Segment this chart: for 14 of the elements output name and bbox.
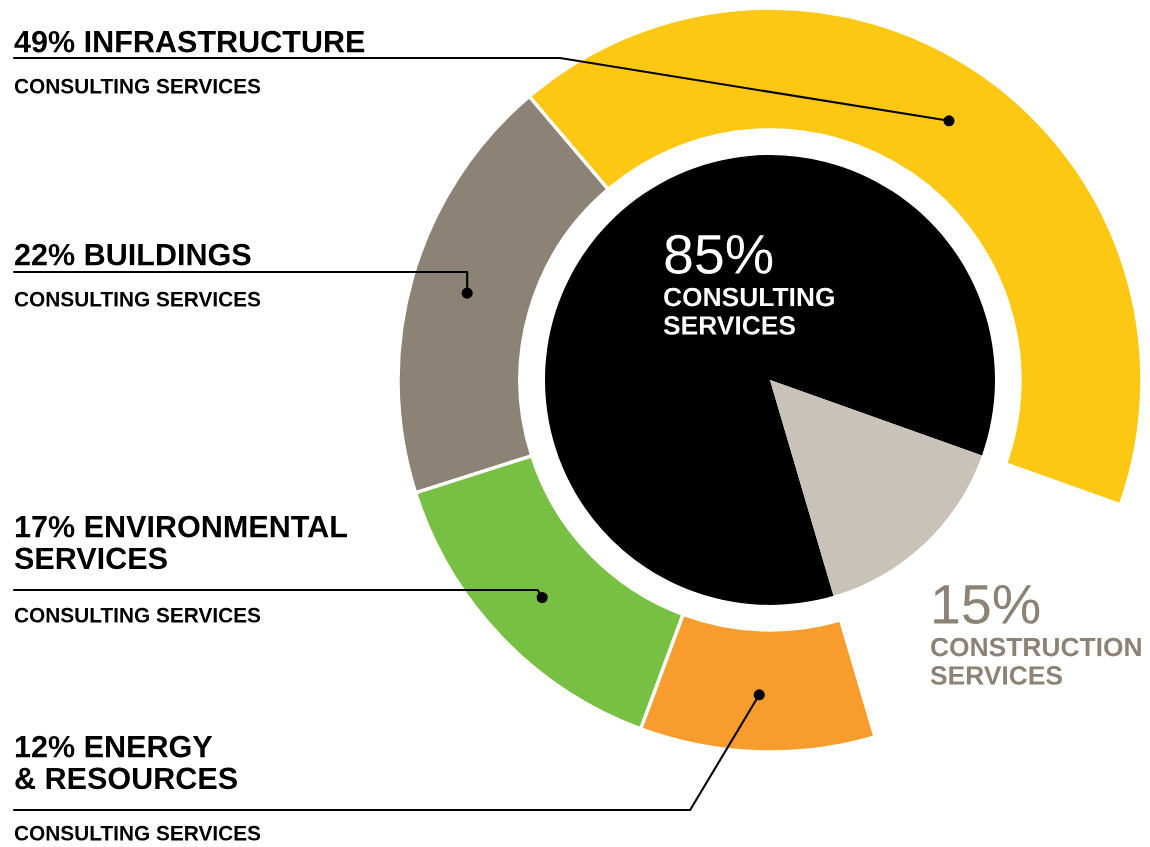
text: CONSULTING SERVICES xyxy=(14,291,261,307)
text: CONSULTING SERVICES xyxy=(14,607,261,623)
slice-label: CONSULTING SERVICES xyxy=(663,287,834,335)
data-label: 85% xyxy=(665,234,773,275)
text: 22% BUILDINGS xyxy=(15,243,251,266)
category-label: & RESOURCES xyxy=(15,767,237,790)
text: 17% ENVIRONMENTAL xyxy=(15,515,347,538)
text: CONSULTING SERVICES xyxy=(14,825,261,841)
slice-label: CONSTRUCTION SERVICES xyxy=(930,637,1141,685)
text: 12% ENERGY xyxy=(15,735,213,758)
category-label: SERVICES xyxy=(14,547,167,570)
text: CONSULTING SERVICES xyxy=(14,78,261,94)
text: 49% INFRASTRUCTURE xyxy=(14,30,365,53)
data-label: 15% xyxy=(934,584,1040,625)
